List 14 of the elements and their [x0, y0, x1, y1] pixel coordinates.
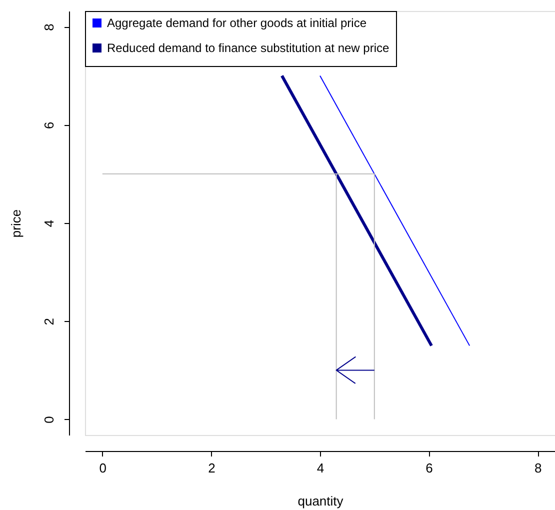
y-axis-title: price — [8, 209, 24, 238]
y-tick-label: 6 — [42, 122, 56, 129]
x-tick-label: 2 — [208, 460, 216, 476]
legend-label: Aggregate demand for other goods at initial price — [107, 16, 367, 30]
x-tick-label: 8 — [534, 460, 542, 476]
legend-label: Reduced demand to finance substitution at new price — [107, 41, 390, 55]
y-tick-label: 8 — [42, 24, 56, 31]
x-tick-label: 0 — [99, 460, 107, 476]
x-tick-label: 6 — [426, 460, 433, 476]
y-tick-label: 0 — [42, 416, 56, 424]
x-tick-label: 4 — [316, 460, 324, 476]
x-axis-title: quantity — [298, 494, 344, 508]
y-tick-label: 2 — [42, 318, 56, 326]
y-tick-label: 4 — [42, 220, 56, 228]
